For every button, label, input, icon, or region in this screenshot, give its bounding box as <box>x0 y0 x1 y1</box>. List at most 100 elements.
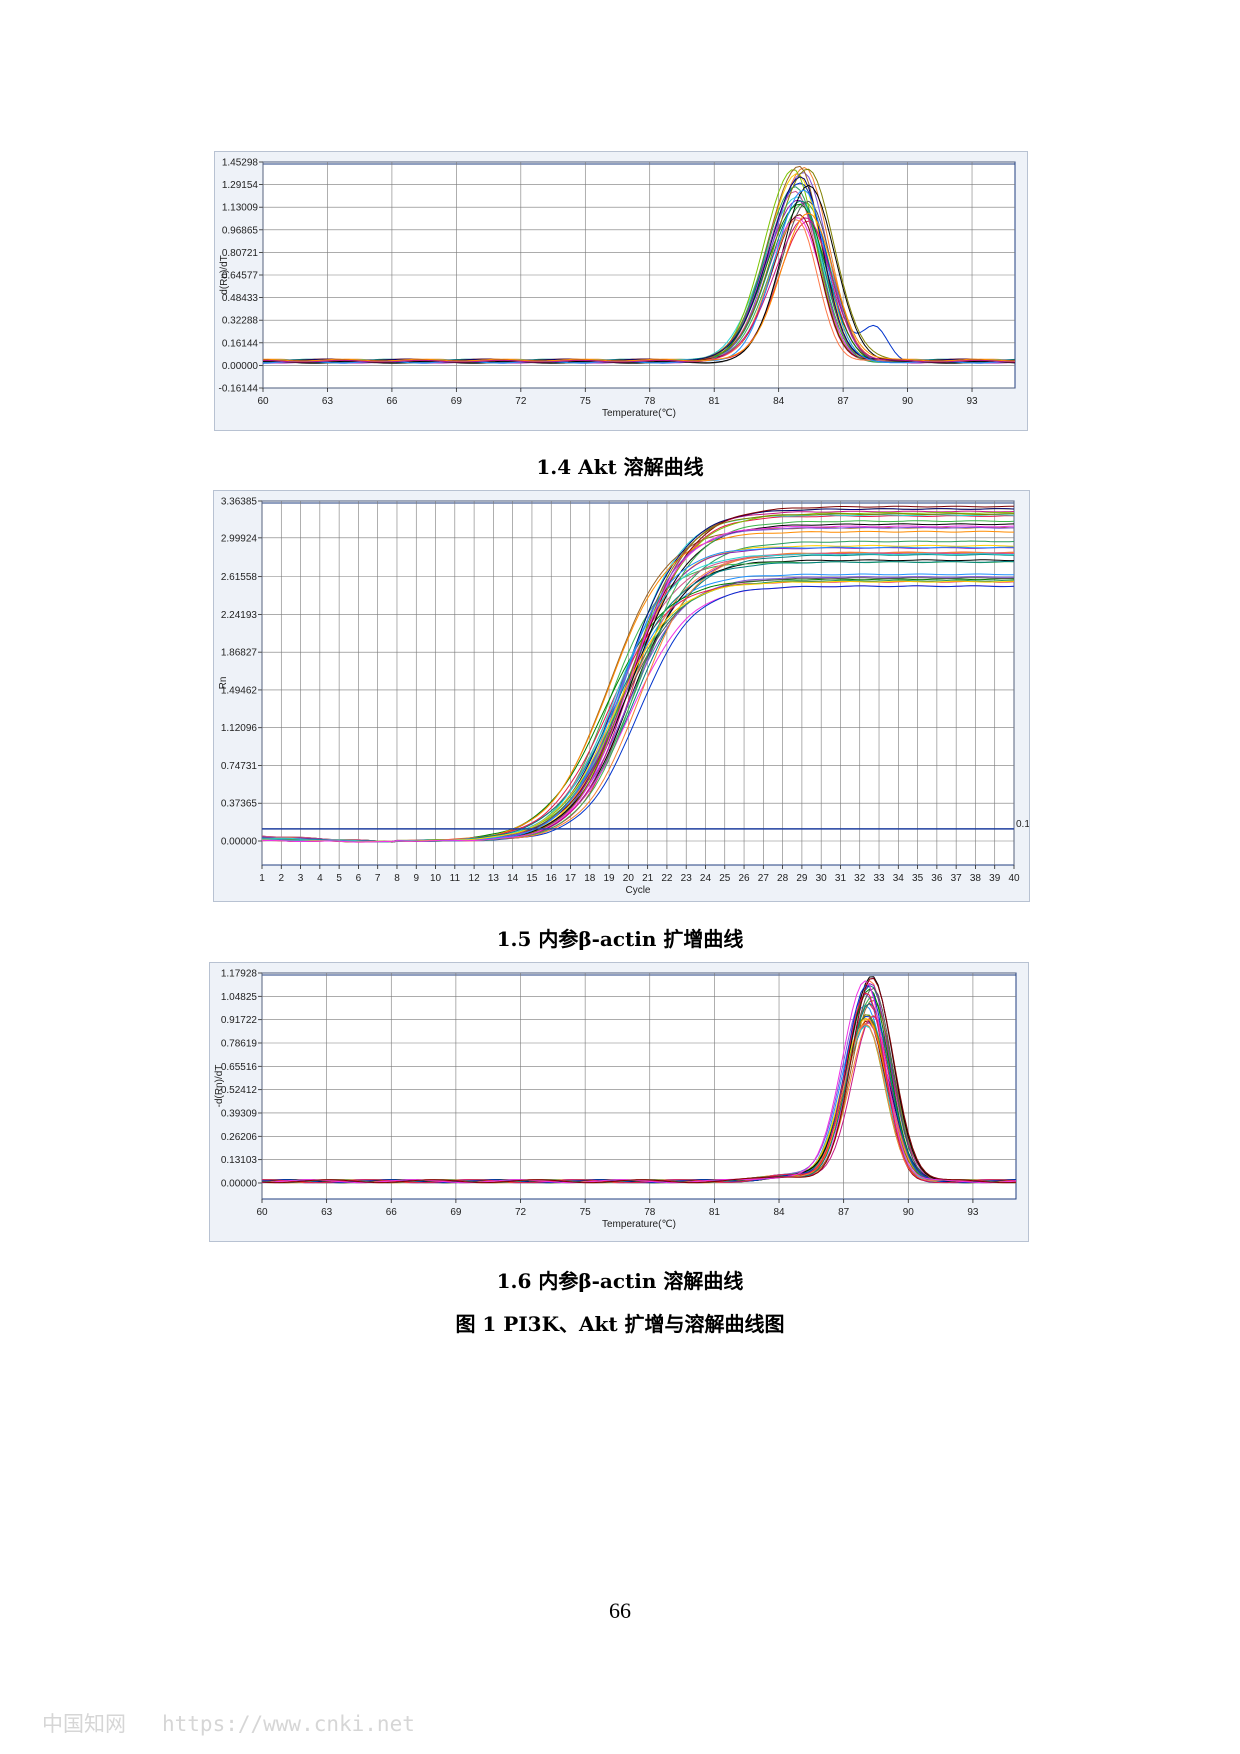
y-axis-label: -d(Rn)/dT <box>214 1065 225 1108</box>
y-tick-label: 3.36385 <box>221 497 258 508</box>
x-tick-label: 84 <box>773 1207 785 1218</box>
x-tick-label: 93 <box>967 1207 979 1218</box>
x-tick-label: 66 <box>386 1207 398 1218</box>
melt-curve-series <box>263 217 1015 363</box>
y-tick-label: 0.80721 <box>222 248 259 259</box>
caption-beta-actin-amplification: 1.5 内参β-actin 扩增曲线 <box>496 927 744 951</box>
melt-curve-series <box>261 978 1017 1184</box>
x-tick-label: 69 <box>451 396 463 407</box>
x-tick-label: 31 <box>835 873 847 884</box>
x-tick-label: 72 <box>515 396 527 407</box>
y-tick-label: 1.04825 <box>221 992 258 1003</box>
x-tick-label: 20 <box>623 873 635 884</box>
amplification-series <box>261 525 1015 843</box>
x-axis-label: Temperature(℃) <box>602 408 676 419</box>
x-tick-label: 7 <box>375 873 381 884</box>
x-tick-label: 38 <box>970 873 982 884</box>
x-tick-label: 87 <box>838 396 850 407</box>
x-tick-label: 33 <box>873 873 885 884</box>
x-tick-label: 1 <box>259 873 265 884</box>
y-tick-label: 0.26206 <box>221 1132 258 1143</box>
y-tick-label: 0.96865 <box>222 225 259 236</box>
x-tick-label: 78 <box>644 1207 656 1218</box>
x-tick-label: 24 <box>700 873 712 884</box>
x-tick-label: 36 <box>931 873 943 884</box>
y-tick-label: 2.24193 <box>221 610 258 621</box>
y-tick-label: 0.91722 <box>221 1015 258 1026</box>
x-tick-label: 6 <box>356 873 362 884</box>
y-tick-label: 0.00000 <box>221 1178 258 1189</box>
cnki-watermark: 中国知网 https://www.cnki.net <box>42 1708 451 1738</box>
x-tick-label: 13 <box>488 873 500 884</box>
y-tick-label: 0.52412 <box>221 1085 258 1096</box>
x-tick-label: 2 <box>279 873 285 884</box>
x-tick-label: 60 <box>256 1207 268 1218</box>
beta-actin-amplification-panel: 3.36385 2.99924 2.61558 2.24193 1.86827 1.494… <box>213 490 1030 902</box>
page-number: 66 <box>609 1598 631 1623</box>
x-tick-label: 40 <box>1008 873 1020 884</box>
y-tick-label: 0.32288 <box>222 316 259 327</box>
x-tick-label: 37 <box>951 873 963 884</box>
x-tick-label: 8 <box>394 873 400 884</box>
x-tick-label: 18 <box>584 873 596 884</box>
x-tick-label: 14 <box>507 873 519 884</box>
x-tick-label: 10 <box>430 873 442 884</box>
y-axis-label: d(Rn)/dT <box>219 255 230 294</box>
x-tick-label: 63 <box>322 396 334 407</box>
x-tick-label: 23 <box>681 873 693 884</box>
y-tick-label: 1.12096 <box>221 723 258 734</box>
akt-melt-curve-panel: 1.45298 1.29154 1.13009 0.96865 0.80721 0.645… <box>214 151 1028 431</box>
x-axis-label: Cycle <box>625 885 650 896</box>
x-tick-label: 4 <box>317 873 323 884</box>
x-tick-label: 16 <box>546 873 558 884</box>
x-tick-label: 25 <box>719 873 731 884</box>
x-tick-label: 11 <box>450 873 461 884</box>
watermark-url: https://www.cnki.net <box>162 1712 415 1736</box>
y-axis-label: Rn <box>218 677 229 690</box>
y-tick-label: 0.48433 <box>222 293 259 304</box>
x-tick-label: 21 <box>642 873 654 884</box>
watermark-site: 中国知网 <box>42 1712 126 1736</box>
x-axis-label: Temperature(℃) <box>602 1219 676 1230</box>
y-tick-label: 0.13103 <box>221 1155 258 1166</box>
x-tick-label: 39 <box>989 873 1001 884</box>
x-tick-label: 75 <box>580 396 592 407</box>
x-tick-label: 78 <box>644 396 656 407</box>
x-tick-label: 84 <box>773 396 785 407</box>
plot-area <box>261 972 1017 1200</box>
y-tick-label: 0.78619 <box>221 1038 258 1049</box>
x-tick-label: 81 <box>709 1207 721 1218</box>
x-tick-label: 34 <box>893 873 905 884</box>
y-tick-label: 1.49462 <box>221 685 258 696</box>
melt-curve-series <box>262 992 1017 1184</box>
y-tick-label: 0.16144 <box>222 338 259 349</box>
x-tick-label: 69 <box>450 1207 462 1218</box>
x-tick-label: 17 <box>565 873 577 884</box>
figure-caption: 图 1 PI3K、Akt 扩增与溶解曲线图 <box>455 1312 785 1336</box>
y-tick-label: 1.29154 <box>222 180 259 191</box>
x-tick-label: 12 <box>469 873 481 884</box>
melt-curve-series <box>263 212 1015 362</box>
y-tick-label: 0.37365 <box>221 799 258 810</box>
x-tick-label: 3 <box>298 873 304 884</box>
x-tick-label: 19 <box>604 873 616 884</box>
y-tick-label: 0.39309 <box>221 1108 258 1119</box>
x-tick-label: 72 <box>515 1207 527 1218</box>
x-tick-label: 75 <box>580 1207 592 1218</box>
x-tick-label: 30 <box>816 873 828 884</box>
y-tick-label: 0.00000 <box>221 837 258 848</box>
x-tick-label: 5 <box>336 873 342 884</box>
x-tick-label: 66 <box>386 396 398 407</box>
x-tick-label: 22 <box>661 873 673 884</box>
x-tick-label: 90 <box>903 1207 915 1218</box>
x-tick-label: 35 <box>912 873 924 884</box>
y-tick-label: 1.45298 <box>222 158 259 169</box>
x-tick-label: 60 <box>257 396 269 407</box>
caption-akt-melt-curve: 1.4 Akt 溶解曲线 <box>536 455 704 479</box>
y-tick-label: 2.99924 <box>221 533 258 544</box>
y-tick-label: 1.86827 <box>221 648 258 659</box>
caption-beta-actin-melt-curve: 1.6 内参β-actin 溶解曲线 <box>496 1269 744 1293</box>
y-tick-label: -0.16144 <box>219 384 259 395</box>
x-tick-label: 63 <box>321 1207 333 1218</box>
x-tick-label: 32 <box>854 873 866 884</box>
